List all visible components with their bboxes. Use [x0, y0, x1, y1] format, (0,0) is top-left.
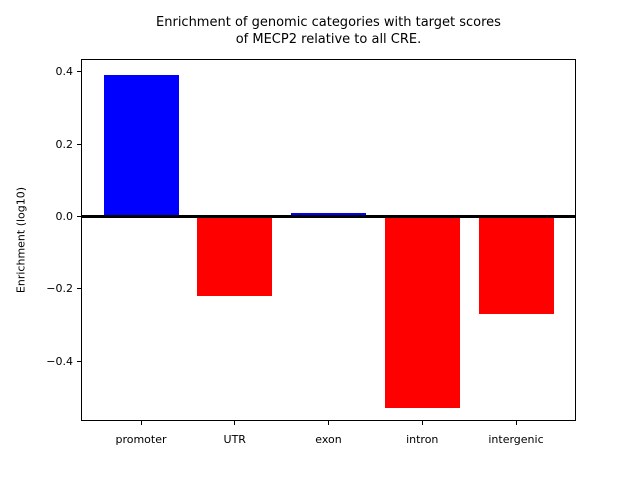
y-tick-label: −0.2: [46, 282, 73, 296]
bar-intergenic: [478, 216, 554, 315]
y-tick-mark: [77, 71, 81, 73]
y-tick-label: −0.4: [46, 354, 73, 368]
x-tick-label-intron: intron: [406, 433, 439, 446]
chart-title-line-1: Enrichment of genomic categories with ta…: [156, 15, 501, 30]
y-tick-label: 0.0: [55, 209, 74, 223]
bar-exon: [291, 212, 366, 217]
y-tick-mark: [77, 215, 81, 217]
x-tick-label-intergenic: intergenic: [488, 433, 544, 446]
y-tick-label: 0.2: [55, 137, 74, 151]
y-tick-mark: [77, 360, 81, 362]
y-axis-label: Enrichment (log10): [14, 186, 28, 294]
y-tick-label: 0.4: [55, 65, 74, 79]
y-tick-mark: [77, 288, 81, 290]
bar-promoter: [103, 75, 179, 217]
zero-line: [81, 214, 576, 218]
x-tick-mark: [328, 421, 329, 425]
x-tick-mark: [234, 421, 236, 425]
bar-intron: [384, 216, 460, 409]
y-tick-mark: [77, 143, 81, 145]
x-tick-label-promoter: promoter: [115, 433, 167, 446]
chart-title: Enrichment of genomic categories with ta…: [81, 14, 576, 48]
bar-UTR: [197, 216, 273, 297]
chart-title-line-2: of MECP2 relative to all CRE.: [235, 32, 422, 47]
x-tick-mark: [421, 421, 423, 425]
x-tick-mark: [515, 421, 517, 425]
x-tick-label-UTR: UTR: [223, 433, 246, 446]
x-tick-label-exon: exon: [315, 433, 342, 446]
x-tick-mark: [140, 421, 142, 425]
